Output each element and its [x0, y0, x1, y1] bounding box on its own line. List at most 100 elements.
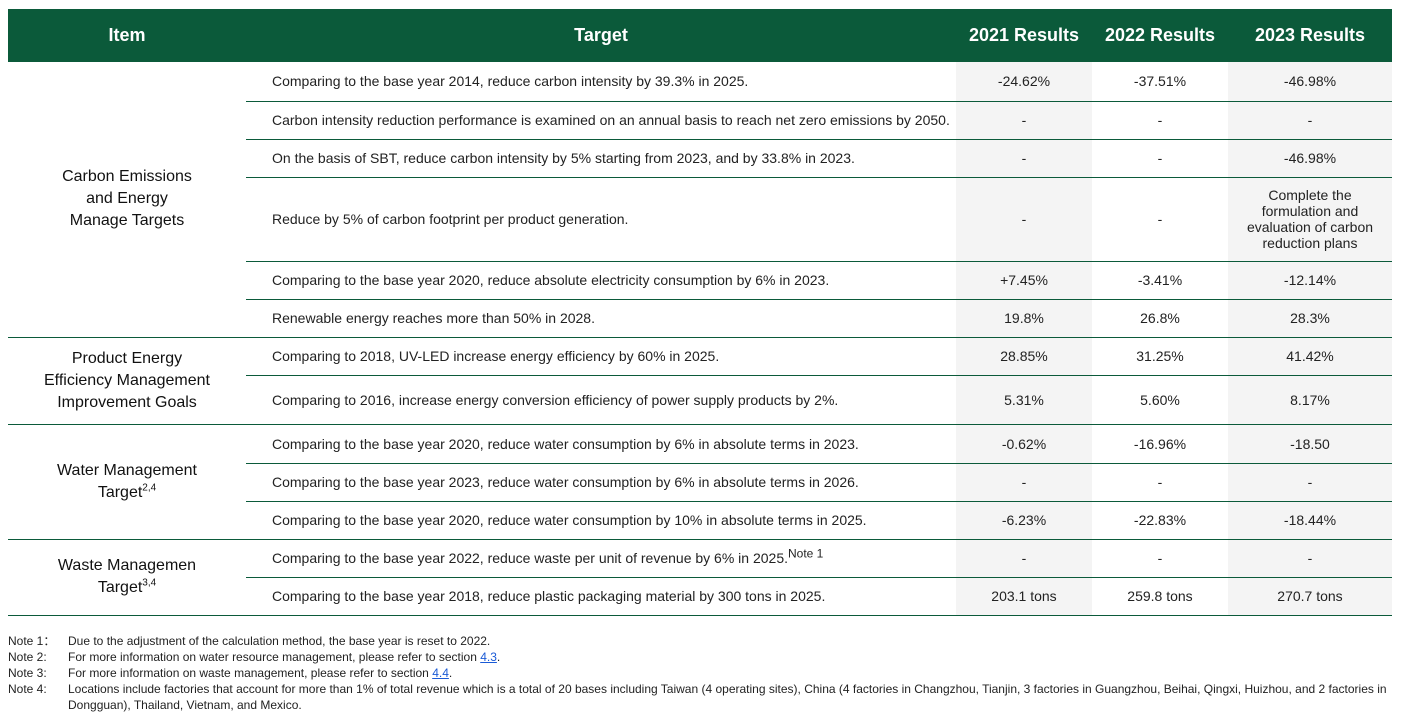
table-row: Comparing to the base year 2020, reduce …	[8, 261, 1392, 300]
item-line: Target	[97, 483, 143, 501]
result-2022: -16.96%	[1092, 424, 1228, 464]
note-text: Due to the adjustment of the calculation…	[68, 634, 491, 648]
result-2023: 8.17%	[1228, 375, 1392, 425]
result-2021: 203.1 tons	[956, 577, 1092, 616]
target-cell: Carbon intensity reduction performance i…	[246, 101, 956, 140]
target-cell: Comparing to the base year 2020, reduce …	[246, 261, 956, 300]
note-label: Note 1：	[8, 634, 56, 648]
result-2023: 28.3%	[1228, 299, 1392, 338]
result-2022: -37.51%	[1092, 62, 1228, 102]
targets-table: Item Target 2021 Results 2022 Results 20…	[8, 9, 1392, 616]
table-row: Waste Managemen Target3,4 Comparing to t…	[8, 539, 1392, 616]
target-cell: Comparing to the base year 2018, reduce …	[246, 577, 956, 616]
result-2023: -12.14%	[1228, 261, 1392, 300]
note-2: Note 2: For more information on water re…	[8, 649, 1388, 665]
item-line-with-sup: Target3,4	[8, 577, 246, 599]
table-row: Comparing to 2016, increase energy conve…	[8, 375, 1392, 425]
table-row: Water Management Target2,4 Comparing to …	[8, 424, 1392, 540]
targets-table-wrapper: Item Target 2021 Results 2022 Results 20…	[8, 9, 1392, 616]
note-punct: .	[496, 650, 501, 664]
note-text: For more information on waste management…	[68, 666, 429, 680]
item-line: Efficiency Management	[43, 371, 210, 389]
result-2021: +7.45%	[956, 261, 1092, 300]
item-line: Waste Managemen	[57, 557, 197, 574]
result-2022: 5.60%	[1092, 375, 1228, 425]
group-item-carbon: Carbon Emissions and Energy Manage Targe…	[8, 62, 246, 338]
item-line: and Energy	[86, 190, 168, 208]
item-line-with-sup: Target2,4	[8, 482, 246, 504]
result-2021: -	[956, 463, 1092, 502]
note-label: Note 4:	[8, 682, 47, 696]
footnote-ref: 2,4	[142, 482, 157, 494]
target-cell: Renewable energy reaches more than 50% i…	[246, 299, 956, 338]
target-cell: Comparing to the base year 2020, reduce …	[246, 501, 956, 540]
header-target: Target	[246, 9, 956, 62]
result-2022: -	[1092, 539, 1228, 578]
target-cell: On the basis of SBT, reduce carbon inten…	[246, 139, 956, 178]
table-row: Renewable energy reaches more than 50% i…	[8, 299, 1392, 338]
note-ref: Note 1	[788, 546, 824, 561]
item-line: Carbon Emissions	[62, 168, 192, 186]
section-4-4-link[interactable]: 4.4	[432, 666, 449, 680]
note-label: Note 2:	[8, 650, 47, 664]
note-text-wrap: For more information on water resource m…	[68, 649, 500, 665]
result-2023: -18.50	[1228, 424, 1392, 464]
target-cell: Comparing to 2018, UV-LED increase energ…	[246, 337, 956, 376]
group-item-product-energy: Product Energy Efficiency Management Imp…	[8, 337, 246, 425]
table-row: On the basis of SBT, reduce carbon inten…	[8, 139, 1392, 178]
note-punct: .	[448, 666, 453, 680]
table-row: Reduce by 5% of carbon footprint per pro…	[8, 177, 1392, 262]
table-row: Comparing to the base year 2023, reduce …	[8, 463, 1392, 502]
group-item-water: Water Management Target2,4	[8, 424, 246, 540]
item-line: Water Management	[57, 461, 197, 479]
result-2023-multiline: Complete the formulation and evaluation …	[1246, 187, 1374, 251]
target-cell: Comparing to the base year 2014, reduce …	[246, 62, 956, 102]
table-row: Comparing to the base year 2018, reduce …	[8, 577, 1392, 616]
item-line: Target	[97, 579, 143, 596]
note-text: For more information on water resource m…	[68, 650, 477, 664]
note-3: Note 3: For more information on waste ma…	[8, 665, 1388, 681]
result-2022: 31.25%	[1092, 337, 1228, 376]
result-2021: -24.62%	[956, 62, 1092, 102]
result-2021: -	[956, 177, 1092, 262]
table-row: Carbon Emissions and Energy Manage Targe…	[8, 62, 1392, 338]
result-2022: -3.41%	[1092, 261, 1228, 300]
table-row: Comparing to the base year 2020, reduce …	[8, 501, 1392, 540]
table-row: Carbon intensity reduction performance i…	[8, 101, 1392, 140]
result-2022: 259.8 tons	[1092, 577, 1228, 616]
result-2022: -	[1092, 177, 1228, 262]
item-line: Improvement Goals	[57, 393, 197, 411]
table-header-row: Item Target 2021 Results 2022 Results 20…	[8, 9, 1392, 62]
result-2021: 5.31%	[956, 375, 1092, 425]
header-2023-results: 2023 Results	[1228, 9, 1392, 62]
target-cell: Comparing to 2016, increase energy conve…	[246, 375, 956, 425]
group-item-waste: Waste Managemen Target3,4	[8, 539, 246, 616]
result-2022: -22.83%	[1092, 501, 1228, 540]
result-2021: 28.85%	[956, 337, 1092, 376]
result-2021: 19.8%	[956, 299, 1092, 338]
table-row: Product Energy Efficiency Management Imp…	[8, 337, 1392, 425]
result-2023: 270.7 tons	[1228, 577, 1392, 616]
note-label: Note 3:	[8, 666, 47, 680]
note-4: Note 4: Locations include factories that…	[8, 681, 1388, 713]
target-cell: Comparing to the base year 2023, reduce …	[246, 463, 956, 502]
result-2023: -	[1228, 101, 1392, 140]
header-item: Item	[8, 9, 246, 62]
result-2023: Complete the formulation and evaluation …	[1228, 177, 1392, 262]
item-line: Product Energy	[71, 349, 183, 367]
result-2021: -	[956, 139, 1092, 178]
result-2023: -18.44%	[1228, 501, 1392, 540]
result-2021: -6.23%	[956, 501, 1092, 540]
footnote-ref: 3,4	[142, 577, 157, 589]
result-2023: -	[1228, 539, 1392, 578]
header-2021-results: 2021 Results	[956, 9, 1092, 62]
result-2023: -46.98%	[1228, 62, 1392, 102]
result-2022: -	[1092, 463, 1228, 502]
section-4-3-link[interactable]: 4.3	[480, 650, 497, 664]
note-1: Note 1： Due to the adjustment of the cal…	[8, 633, 1388, 649]
target-text: Comparing to the base year 2022, reduce …	[272, 550, 788, 566]
note-text: Locations include factories that account…	[68, 682, 1387, 712]
header-2022-results: 2022 Results	[1092, 9, 1228, 62]
result-2022: -	[1092, 101, 1228, 140]
result-2023: -	[1228, 463, 1392, 502]
